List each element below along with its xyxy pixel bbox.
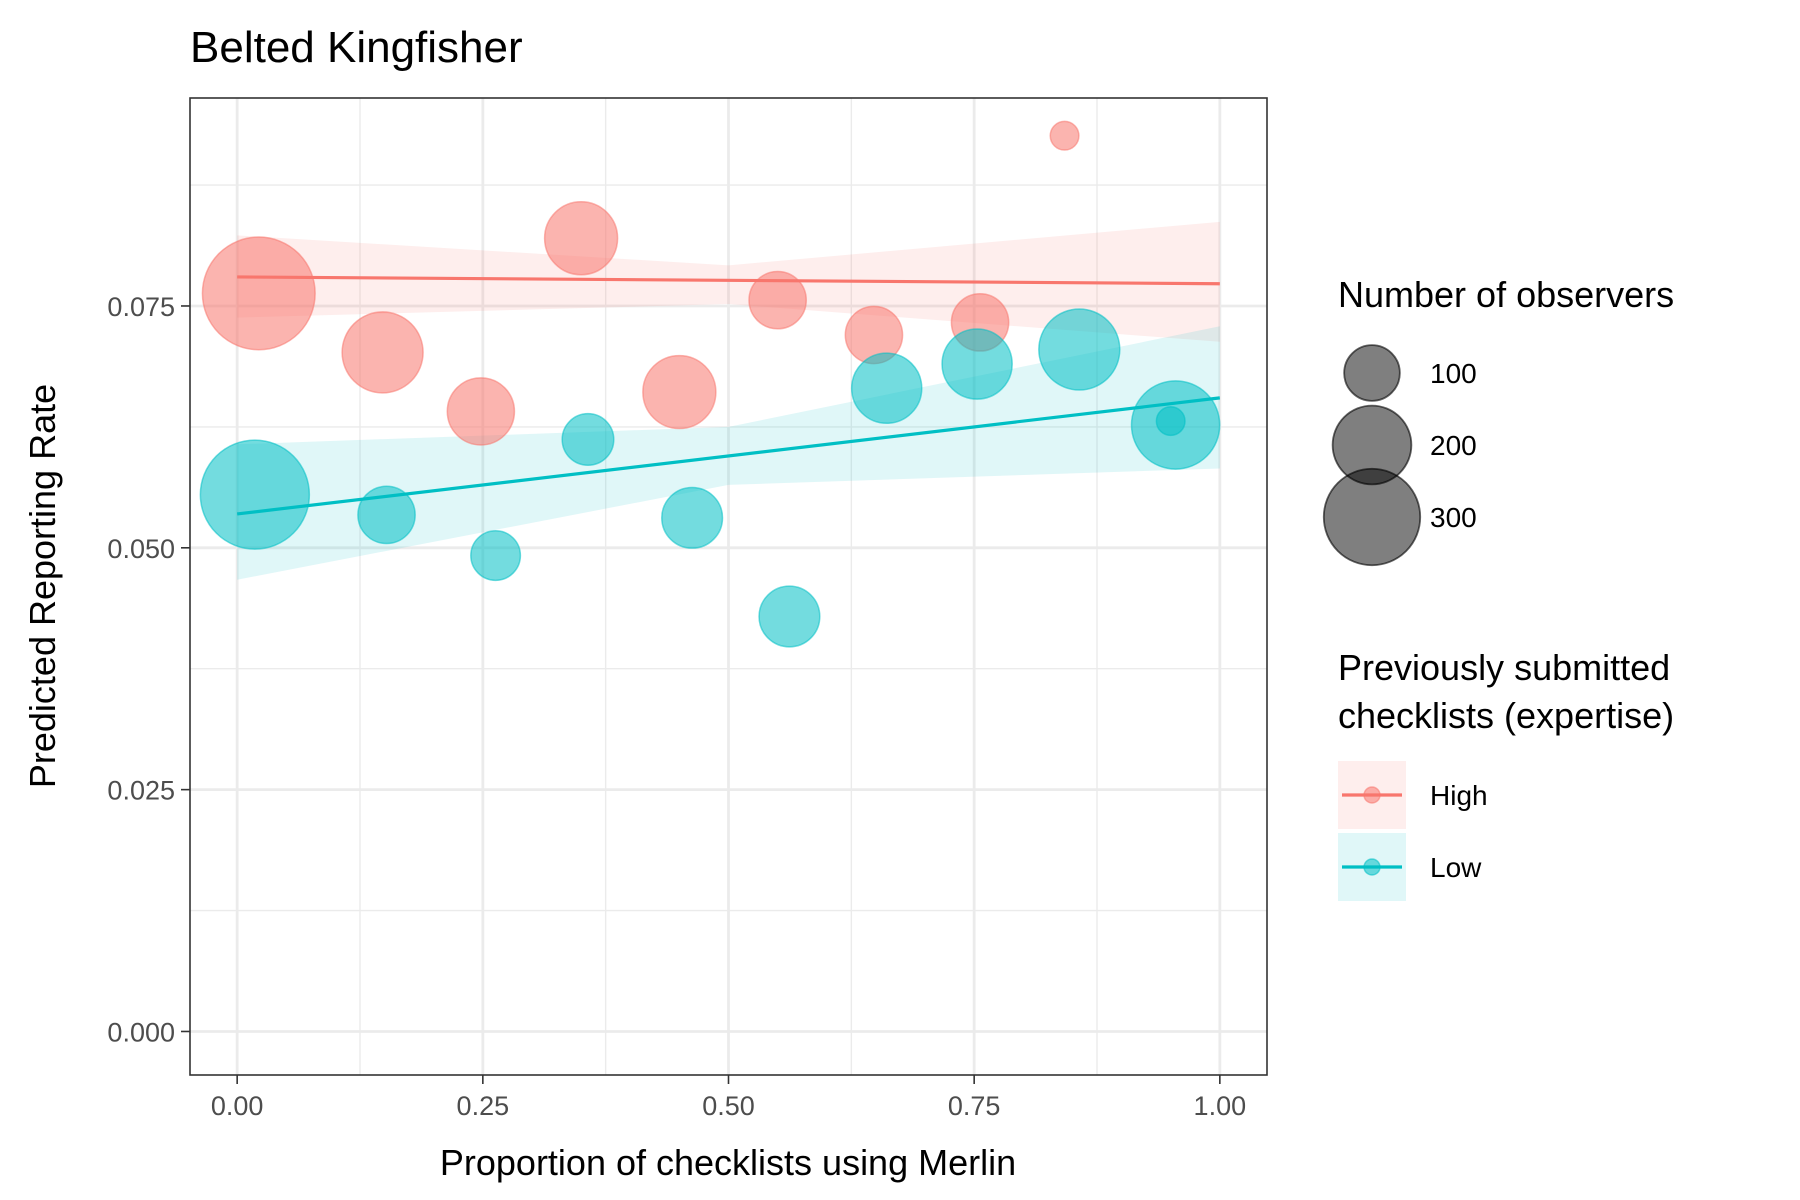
color-legend-key-point [1363,858,1381,876]
x-tick-label: 0.00 [211,1091,264,1121]
data-point-high [341,311,424,394]
size-legend-key [1343,344,1401,402]
data-point-high [1049,120,1080,151]
data-point-low [1130,380,1221,470]
data-point-low [850,352,923,425]
color-legend-label: Low [1430,852,1482,883]
plot-area [189,97,1268,1076]
data-point-low [758,585,821,648]
y-axis-title: Predicted Reporting Rate [22,384,63,788]
data-point-high [642,354,717,430]
data-point-low [199,439,311,550]
chart-title: Belted Kingfisher [190,23,523,72]
color-legend-label: High [1430,780,1488,811]
trend-line-high [237,275,1220,286]
trend-line-low [236,396,1221,516]
data-point-high [446,377,516,446]
size-legend-items: 100 200 300 [1322,344,1477,567]
x-axis-title: Proportion of checklists using Merlin [440,1142,1016,1183]
size-legend-label: 300 [1430,502,1477,533]
x-tick-label: 0.25 [457,1091,510,1121]
size-legend-title: Number of observers [1338,274,1674,315]
data-point-high [543,201,619,276]
y-tick-label: 0.000 [107,1017,175,1047]
size-legend-label: 200 [1430,430,1477,461]
color-legend-items: High Low [1338,761,1488,901]
trend-lines [236,275,1221,516]
data-point-low [470,530,522,582]
color-legend-title-line-2: checklists (expertise) [1338,695,1674,736]
size-legend-key [1322,467,1422,567]
color-legend-key-point [1363,786,1381,804]
y-tick-label: 0.075 [107,292,175,322]
y-tick-label: 0.025 [107,776,175,806]
data-point-low [1038,308,1121,391]
x-tick-label: 0.75 [948,1091,1001,1121]
data-point-low [941,328,1013,400]
legend: Number of observers 100 200 300 Previously… [1322,274,1680,901]
color-legend-title-line-1: Previously submitted [1338,647,1670,688]
data-point-high [748,270,808,330]
data-points [199,120,1221,648]
color-legend-title: Previously submitted checklists (experti… [1338,647,1680,736]
size-legend-label: 100 [1430,358,1477,389]
axes: 0.00 0.25 0.50 0.75 1.00 0.000 0.025 0.050 0.075 [107,292,1246,1121]
data-point-low [661,486,724,549]
data-point-low [561,412,615,467]
x-tick-label: 0.50 [702,1091,755,1121]
data-point-high [201,236,316,351]
y-tick-label: 0.050 [107,534,175,564]
data-point-low [357,485,416,545]
x-tick-label: 1.00 [1194,1091,1247,1121]
